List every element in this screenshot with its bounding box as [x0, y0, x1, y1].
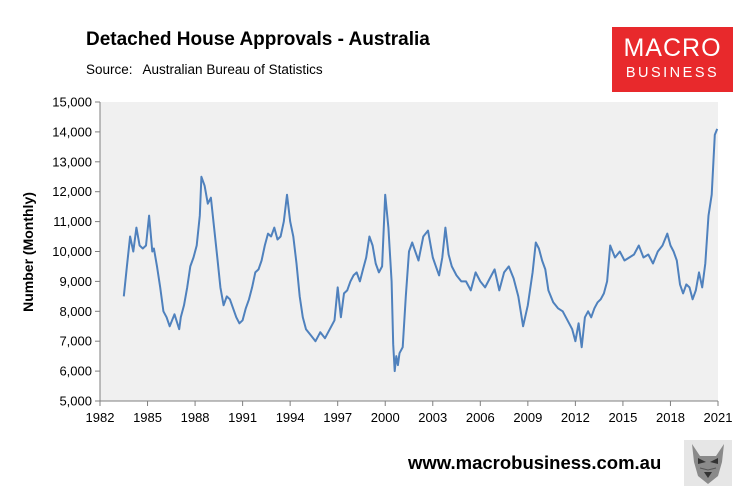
y-tick-label: 15,000 — [52, 95, 92, 110]
x-tick-label: 1982 — [86, 410, 115, 425]
y-axis-label: Number (Monthly) — [20, 192, 36, 312]
x-tick-label: 2021 — [704, 410, 733, 425]
y-ticks: 5,000 6,000 7,000 8,000 9,000 10,000 11,000 12,… — [52, 95, 100, 409]
x-tick-label: 1997 — [323, 410, 352, 425]
x-tick-label: 2012 — [561, 410, 590, 425]
y-tick-label: 8,000 — [59, 304, 92, 319]
x-ticks: 1982 1985 1988 1991 1994 1997 2000 2003 2006 2009… — [86, 401, 733, 425]
website-url: www.macrobusiness.com.au — [408, 452, 662, 473]
y-tick-label: 10,000 — [52, 244, 92, 259]
wolf-logo-icon — [684, 440, 732, 486]
x-tick-label: 2009 — [513, 410, 542, 425]
chart-title: Detached House Approvals - Australia — [86, 29, 430, 50]
x-tick-label: 1988 — [181, 410, 210, 425]
y-tick-label: 7,000 — [59, 334, 92, 349]
logo-line-2: BUSINESS — [625, 65, 720, 81]
series-line — [122, 128, 719, 373]
x-tick-label: 2015 — [608, 410, 637, 425]
y-tick-label: 14,000 — [52, 124, 92, 139]
y-tick-label: 6,000 — [59, 364, 92, 379]
y-tick-label: 13,000 — [52, 154, 92, 169]
logo-line-1: MACRO — [623, 34, 722, 62]
y-tick-label: 12,000 — [52, 184, 92, 199]
x-tick-label: 1985 — [133, 410, 162, 425]
y-tick-label: 11,000 — [53, 214, 92, 229]
x-tick-label: 1994 — [276, 410, 305, 425]
source-line: Source: Australian Bureau of Statistics — [86, 62, 323, 77]
y-tick-label: 5,000 — [59, 394, 92, 409]
x-tick-label: 2000 — [371, 410, 400, 425]
x-tick-label: 1991 — [228, 410, 257, 425]
source-value: Australian Bureau of Statistics — [142, 62, 323, 77]
x-tick-label: 2006 — [466, 410, 495, 425]
y-tick-label: 9,000 — [59, 274, 92, 289]
x-tick-label: 2003 — [418, 410, 447, 425]
source-label: Source: — [86, 62, 133, 77]
macrobusiness-logo: MACRO BUSINESS — [612, 27, 733, 92]
x-tick-label: 2018 — [656, 410, 685, 425]
